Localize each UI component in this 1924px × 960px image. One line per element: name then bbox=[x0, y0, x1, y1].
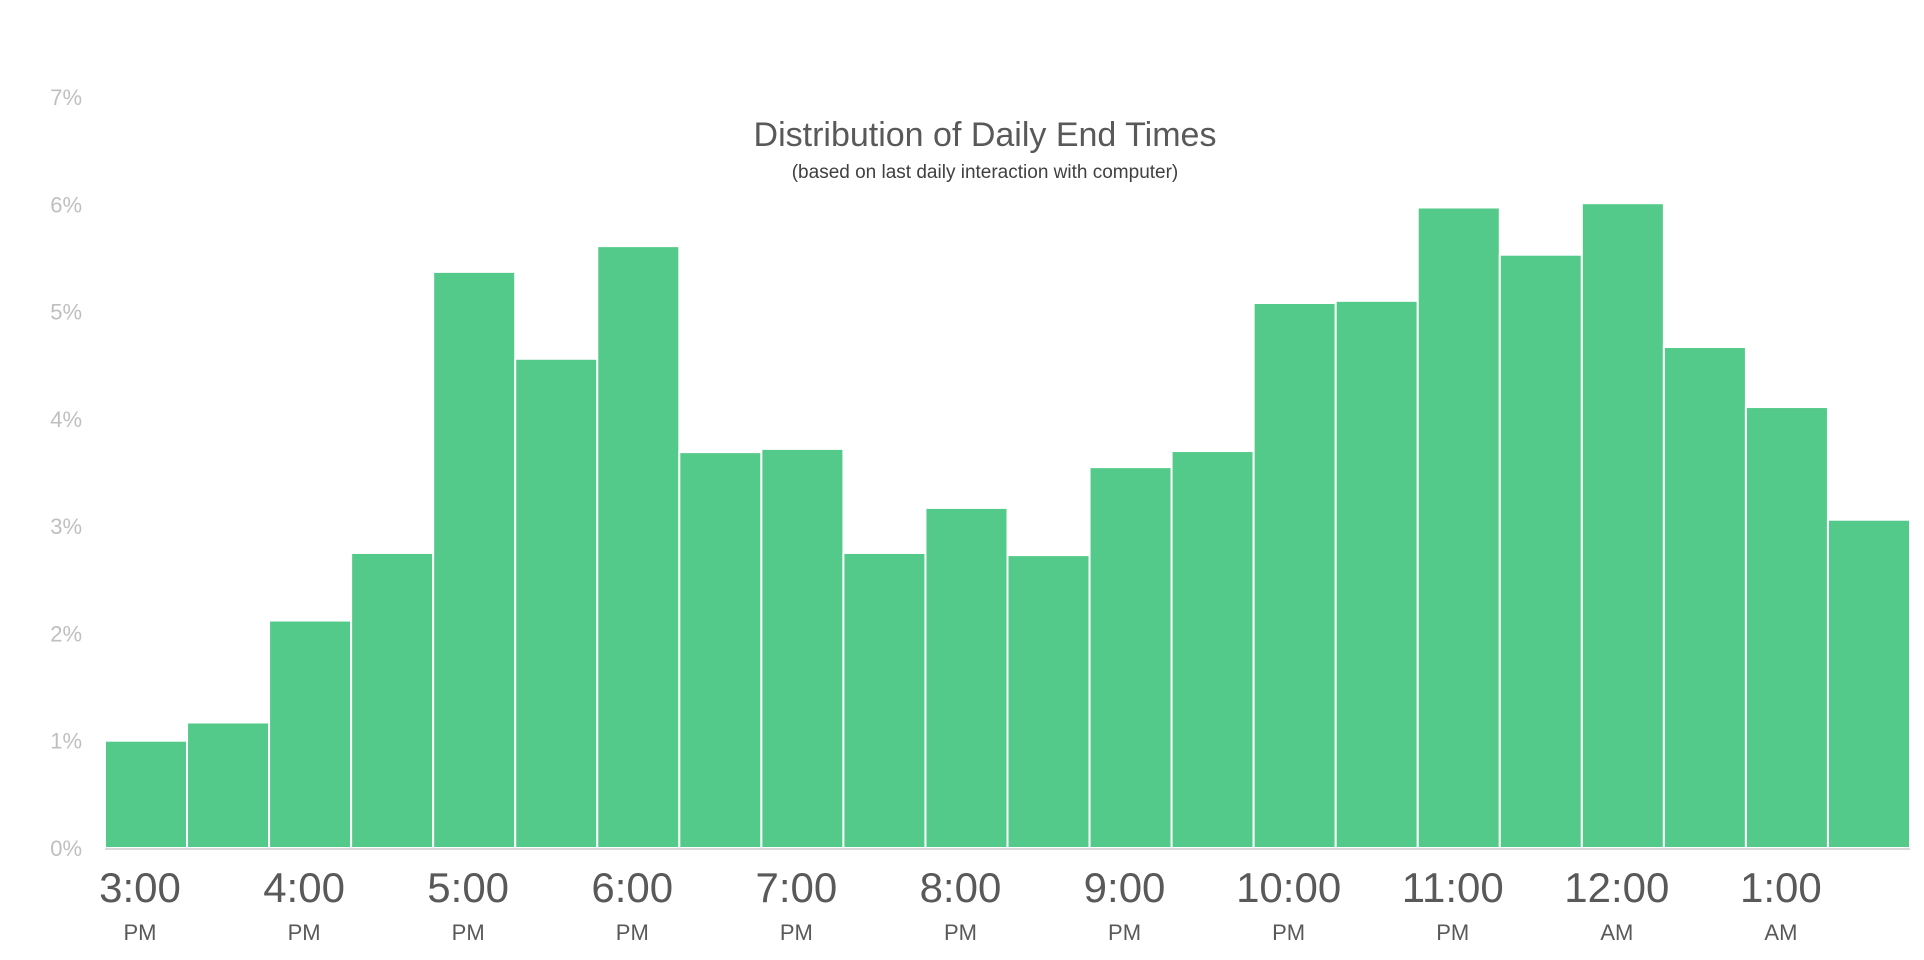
bars-group bbox=[104, 202, 1911, 850]
bar-4 bbox=[432, 270, 517, 849]
bar-6 bbox=[596, 245, 681, 849]
x-tick-time-2: 5:00 bbox=[427, 864, 509, 911]
bar-16 bbox=[1416, 206, 1501, 849]
y-tick-label-4: 4% bbox=[50, 407, 82, 432]
bar-3 bbox=[350, 551, 435, 850]
x-axis-ticks: 3:00 PM 4:00 PM 5:00 PM 6:00 PM 7:00 PM 8:00 PM 9:00… bbox=[99, 864, 1822, 945]
x-tick-period-9: AM bbox=[1600, 920, 1633, 945]
bar-12 bbox=[1088, 466, 1173, 849]
y-tick-label-2: 2% bbox=[50, 621, 82, 646]
x-tick-time-4: 7:00 bbox=[755, 864, 837, 911]
x-tick-time-1: 4:00 bbox=[263, 864, 345, 911]
x-tick-time-6: 9:00 bbox=[1084, 864, 1166, 911]
bar-18 bbox=[1580, 202, 1665, 849]
x-tick-period-1: PM bbox=[288, 920, 321, 945]
bar-5 bbox=[514, 357, 599, 849]
bar-13 bbox=[1170, 450, 1255, 849]
bar-10 bbox=[924, 506, 1009, 849]
y-tick-label-3: 3% bbox=[50, 514, 82, 539]
x-tick-period-4: PM bbox=[780, 920, 813, 945]
y-tick-label-1: 1% bbox=[50, 729, 82, 754]
x-tick-period-6: PM bbox=[1108, 920, 1141, 945]
x-tick-period-2: PM bbox=[452, 920, 485, 945]
bar-15 bbox=[1334, 299, 1419, 849]
bar-11 bbox=[1006, 554, 1091, 849]
y-tick-label-6: 6% bbox=[50, 192, 82, 217]
y-tick-label-7: 7% bbox=[50, 85, 82, 110]
x-tick-period-0: PM bbox=[124, 920, 157, 945]
x-tick-time-9: 12:00 bbox=[1564, 864, 1669, 911]
x-tick-period-3: PM bbox=[616, 920, 649, 945]
bar-14 bbox=[1252, 301, 1337, 849]
bar-17 bbox=[1498, 253, 1583, 849]
chart-title: Distribution of Daily End Times bbox=[754, 116, 1217, 154]
x-tick-time-5: 8:00 bbox=[920, 864, 1002, 911]
x-tick-period-7: PM bbox=[1272, 920, 1305, 945]
x-tick-period-5: PM bbox=[944, 920, 977, 945]
bar-20 bbox=[1744, 406, 1829, 849]
x-tick-time-10: 1:00 bbox=[1740, 864, 1822, 911]
bar-7 bbox=[678, 451, 763, 849]
bar-9 bbox=[842, 551, 927, 850]
x-tick-time-7: 10:00 bbox=[1236, 864, 1341, 911]
y-tick-label-5: 5% bbox=[50, 300, 82, 325]
bar-2 bbox=[268, 619, 353, 849]
y-axis-ticks: 0% 1% 2% 3% 4% 5% 6% 7% bbox=[50, 85, 82, 861]
bar-21 bbox=[1826, 518, 1911, 850]
bar-8 bbox=[760, 447, 845, 849]
bar-0 bbox=[104, 739, 189, 850]
chart-subtitle: (based on last daily interaction with co… bbox=[792, 162, 1179, 183]
bar-1 bbox=[186, 721, 271, 849]
bar-19 bbox=[1662, 345, 1747, 849]
x-tick-period-8: PM bbox=[1436, 920, 1469, 945]
y-tick-label-0: 0% bbox=[50, 836, 82, 861]
x-tick-period-10: AM bbox=[1764, 920, 1797, 945]
x-tick-time-8: 11:00 bbox=[1402, 864, 1504, 911]
x-tick-time-3: 6:00 bbox=[591, 864, 673, 911]
x-tick-time-0: 3:00 bbox=[99, 864, 181, 911]
